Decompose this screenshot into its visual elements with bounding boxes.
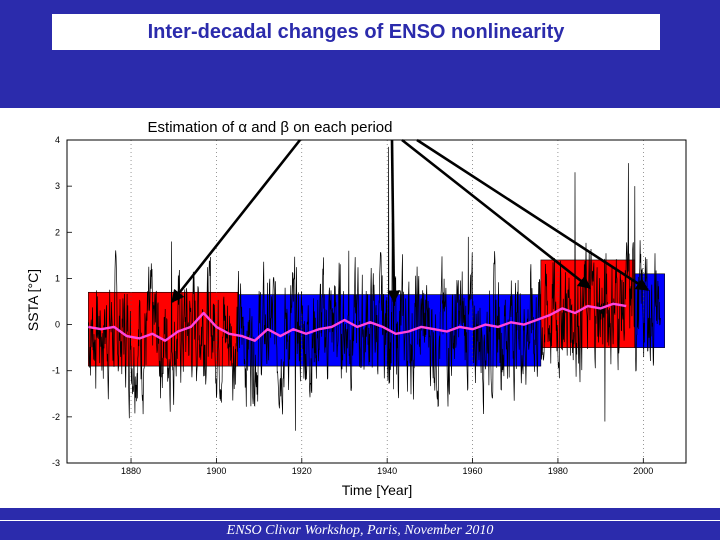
smooth-series [88,302,627,342]
raw-series [87,146,661,431]
x-axis-label: Time [Year] [342,482,413,498]
annotation-arrow-3 [401,138,592,290]
y-axis-label: SSTA [°C] [25,269,41,331]
x-tick-label-1880: 1880 [121,466,141,476]
y-tick-label--1: -1 [52,366,60,376]
raw-ssta-line [87,146,661,431]
slide-title: Inter-decadal changes of ENSO nonlineari… [147,20,565,43]
y-tick-label-0: 0 [55,320,60,330]
tick-labels: 1880 1900 1920 1940 1960 1980 2000 -3 -2 -1 0 1 2 3 4 [52,135,653,476]
plot-frame [66,139,687,464]
smoothed-ssta-line [88,302,627,342]
annotation-arrow-1 [170,139,302,304]
axes [66,139,687,464]
y-tick-label--2: -2 [52,412,60,422]
x-tick-label-2000: 2000 [633,466,653,476]
y-tick-label-3: 3 [55,181,60,191]
annotation-arrow-2 [387,139,401,304]
annotation-text: Estimation of α and β on each period [148,119,393,136]
x-tick-label-1940: 1940 [377,466,397,476]
x-tick-label-1980: 1980 [548,466,568,476]
y-tick-label-1: 1 [55,273,60,283]
x-tick-label-1920: 1920 [292,466,312,476]
x-tick-label-1960: 1960 [463,466,483,476]
annotation-arrows [170,138,650,304]
y-tick-label--3: -3 [52,458,60,468]
y-tick-label-2: 2 [55,227,60,237]
footer-stripe [0,508,720,520]
x-tick-label-1900: 1900 [206,466,226,476]
y-tick-label-4: 4 [55,135,60,145]
footer-band: ENSO Clivar Workshop, Paris, November 20… [0,521,720,540]
footer-text: ENSO Clivar Workshop, Paris, November 20… [226,523,494,538]
title-box: Inter-decadal changes of ENSO nonlineari… [52,14,660,50]
annotation-arrow-4 [416,138,650,292]
